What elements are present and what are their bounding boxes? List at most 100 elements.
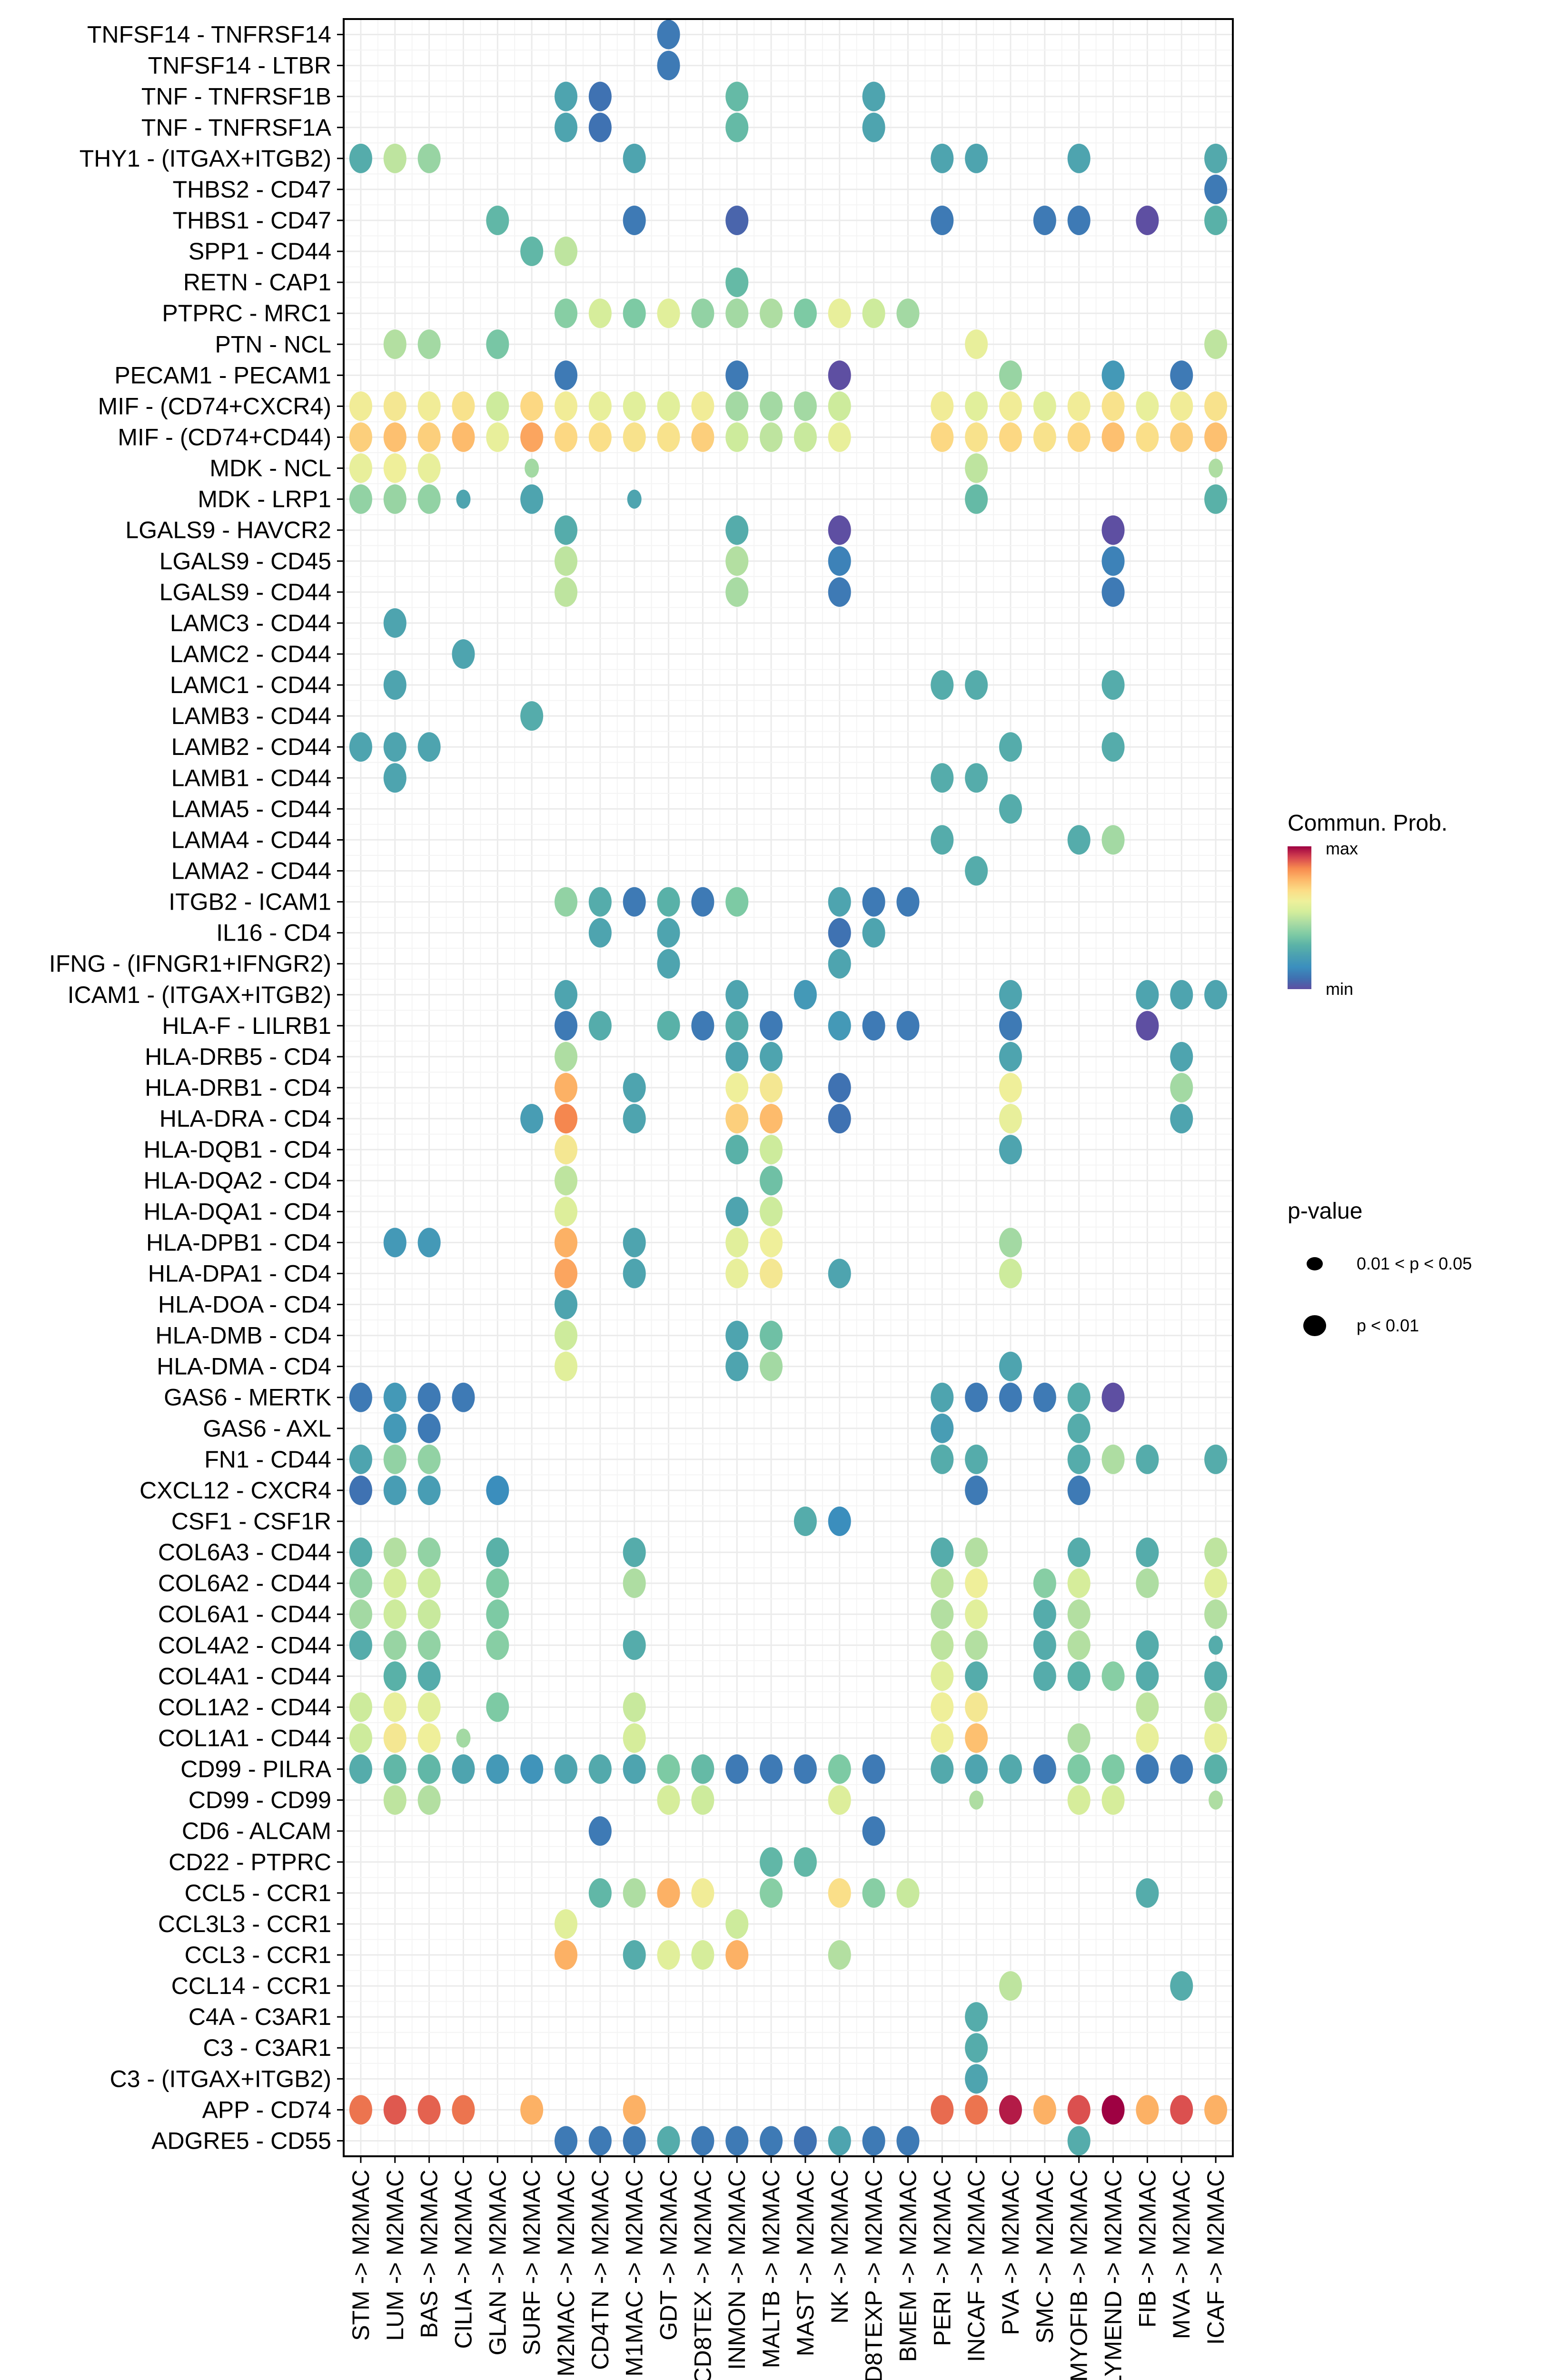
data-point [555, 81, 577, 111]
data-point [555, 237, 577, 267]
data-point [555, 577, 577, 607]
data-point [931, 143, 954, 173]
data-point [999, 1351, 1022, 1381]
data-point [520, 391, 544, 421]
data-point [760, 1197, 783, 1227]
data-point [931, 2095, 954, 2125]
data-point [623, 1940, 646, 1970]
y-tick-label: COL1A1 - CD44 [158, 1725, 331, 1752]
y-tick-label: RETN - CAP1 [183, 269, 331, 296]
data-point [931, 1630, 954, 1660]
data-point [383, 329, 407, 359]
data-point [999, 391, 1022, 421]
data-point [931, 1723, 954, 1753]
y-tick-label: LAMB1 - CD44 [171, 764, 331, 791]
data-point [520, 1754, 544, 1784]
data-point [588, 918, 612, 948]
data-point [725, 1104, 749, 1134]
data-point [725, 1909, 749, 1939]
data-point [486, 205, 509, 235]
data-point [1136, 1568, 1159, 1598]
data-point [417, 1661, 441, 1691]
data-point [1101, 1444, 1125, 1474]
data-point [1170, 391, 1193, 421]
data-point [896, 1011, 920, 1041]
data-point [349, 1475, 372, 1505]
y-axis: TNFSF14 - TNFRSF14 TNFSF14 - LTBR TNF - TN… [49, 21, 344, 2154]
data-point [931, 670, 954, 700]
y-tick-label: COL4A2 - CD44 [158, 1632, 331, 1658]
y-tick-label: PTN - NCL [215, 331, 331, 357]
data-point [383, 732, 407, 762]
data-point [725, 391, 749, 421]
y-tick-label: FN1 - CD44 [204, 1446, 331, 1473]
data-point [520, 422, 544, 452]
data-point [828, 918, 851, 948]
data-point [1136, 1754, 1159, 1784]
data-point [793, 1754, 817, 1784]
data-point [1067, 1382, 1091, 1412]
data-point [555, 887, 577, 917]
data-point [555, 1166, 577, 1196]
size-legend-label-large: p < 0.01 [1357, 1316, 1419, 1335]
data-point [588, 2126, 612, 2156]
data-point [383, 1413, 407, 1443]
y-tick-label: HLA-DQB1 - CD4 [143, 1136, 331, 1163]
data-point [965, 856, 988, 886]
y-tick-label: THY1 - (ITGAX+ITGB2) [79, 145, 331, 172]
data-point [862, 918, 885, 948]
data-point [627, 489, 642, 509]
y-tick-label: LGALS9 - CD44 [159, 579, 331, 605]
data-point [1209, 458, 1223, 478]
data-point [999, 1104, 1022, 1134]
data-point [896, 2126, 920, 2156]
data-point [999, 980, 1022, 1010]
data-point [383, 143, 407, 173]
data-point [452, 391, 475, 421]
data-point [725, 887, 749, 917]
y-tick-label: LGALS9 - HAVCR2 [125, 517, 331, 544]
data-point [486, 1475, 509, 1505]
data-point [417, 1630, 441, 1660]
data-point [456, 1728, 471, 1748]
y-tick-label: HLA-DPB1 - CD4 [146, 1229, 331, 1256]
data-point [999, 1135, 1022, 1165]
data-point [1067, 422, 1091, 452]
y-tick-label: IFNG - (IFNGR1+IFNGR2) [49, 951, 331, 977]
x-tick-label: M2MAC -> M2MAC [553, 2170, 579, 2377]
data-point [965, 1723, 988, 1753]
data-point [383, 608, 407, 638]
data-point [383, 1723, 407, 1753]
data-point [555, 422, 577, 452]
data-point [486, 391, 509, 421]
color-legend-title: Commun. Prob. [1288, 811, 1448, 836]
data-point [1067, 825, 1091, 855]
x-tick-label: MYOFIB -> M2MAC [1066, 2170, 1092, 2380]
data-point [349, 143, 372, 173]
data-point [417, 391, 441, 421]
data-point [828, 1878, 851, 1908]
data-point [931, 391, 954, 421]
data-point [555, 1289, 577, 1319]
data-point [417, 2095, 441, 2125]
data-point [760, 1166, 783, 1196]
data-point [725, 546, 749, 576]
data-point [349, 453, 372, 483]
data-point [760, 1847, 783, 1877]
data-point [452, 639, 475, 669]
data-point [725, 1320, 749, 1350]
data-point [588, 1011, 612, 1041]
data-point [999, 732, 1022, 762]
data-point [691, 1940, 714, 1970]
data-point [965, 2033, 988, 2063]
data-point [793, 980, 817, 1010]
data-point [1067, 1475, 1091, 1505]
y-tick-label: LAMC2 - CD44 [170, 641, 331, 667]
y-tick-label: COL6A1 - CD44 [158, 1601, 331, 1627]
data-point [452, 2095, 475, 2125]
data-point [623, 1723, 646, 1753]
data-point [725, 577, 749, 607]
data-point [969, 1790, 984, 1810]
data-point [725, 1135, 749, 1165]
data-point [1136, 1537, 1159, 1567]
